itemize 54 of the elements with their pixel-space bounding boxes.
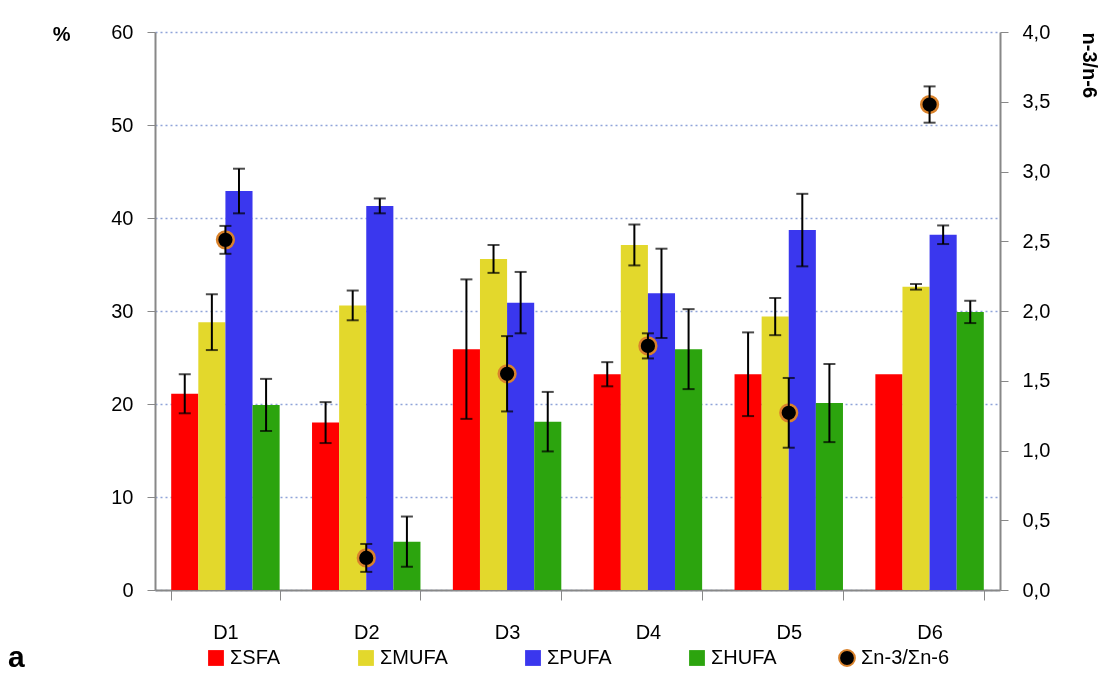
y-tick-label: 0: [122, 578, 134, 601]
bar: [366, 205, 394, 590]
x-tick-label: D3: [494, 620, 521, 643]
y2-tick-label: 1,0: [1022, 439, 1051, 461]
bar: [815, 403, 843, 590]
y-tick-label: 60: [111, 20, 134, 43]
y2-tick-label: 3,5: [1022, 90, 1051, 113]
bar: [902, 286, 930, 590]
bar: [198, 322, 226, 590]
bar: [252, 404, 280, 590]
y2-tick-label: 2,0: [1022, 299, 1051, 322]
bar: [452, 349, 480, 590]
y-tick-label: 10: [111, 485, 134, 508]
y2-tick-label: 4,0: [1022, 20, 1051, 43]
bar: [339, 305, 367, 590]
y2-tick-label: 0,0: [1022, 578, 1051, 601]
x-tick-label: D5: [776, 620, 803, 643]
legend-label: ΣMUFA: [380, 646, 449, 668]
legend-label: Σn-3/Σn-6: [861, 646, 950, 668]
bar: [479, 258, 508, 590]
text: a: [8, 640, 25, 674]
y-axis-title: %: [52, 22, 71, 45]
bar: [675, 349, 703, 590]
legend-label: ΣSFA: [230, 646, 281, 668]
y-tick-label: 30: [111, 299, 134, 322]
bar: [929, 234, 957, 590]
y2-axis-title: n-3/n-6: [1078, 32, 1101, 99]
bar: [620, 244, 648, 590]
legend-label: ΣPUFA: [547, 646, 613, 668]
bar: [788, 230, 816, 590]
bar: [734, 374, 762, 590]
bar: [647, 293, 676, 590]
bar: [393, 541, 421, 590]
bar: [956, 311, 984, 590]
y-tick-label: 20: [111, 392, 134, 415]
y2-tick-label: 3,0: [1022, 160, 1051, 182]
bar: [761, 316, 789, 590]
y-tick-label: 40: [111, 206, 134, 229]
bar: [507, 302, 535, 590]
bar: [225, 191, 253, 590]
bar: [171, 393, 199, 590]
bar: [593, 374, 621, 590]
bar: [312, 422, 340, 590]
x-tick-label: D4: [635, 620, 662, 643]
y2-tick-label: 2,5: [1022, 229, 1051, 252]
y2-tick-label: 0,5: [1022, 508, 1051, 531]
x-tick-label: D2: [353, 620, 380, 643]
legend-label: ΣHUFA: [711, 646, 778, 668]
x-tick-label: D1: [213, 620, 239, 643]
y-tick-label: 50: [111, 113, 134, 136]
x-tick-label: D6: [917, 620, 943, 643]
bar: [875, 374, 903, 590]
bar: [534, 421, 562, 590]
y2-tick-label: 1,5: [1022, 369, 1051, 392]
